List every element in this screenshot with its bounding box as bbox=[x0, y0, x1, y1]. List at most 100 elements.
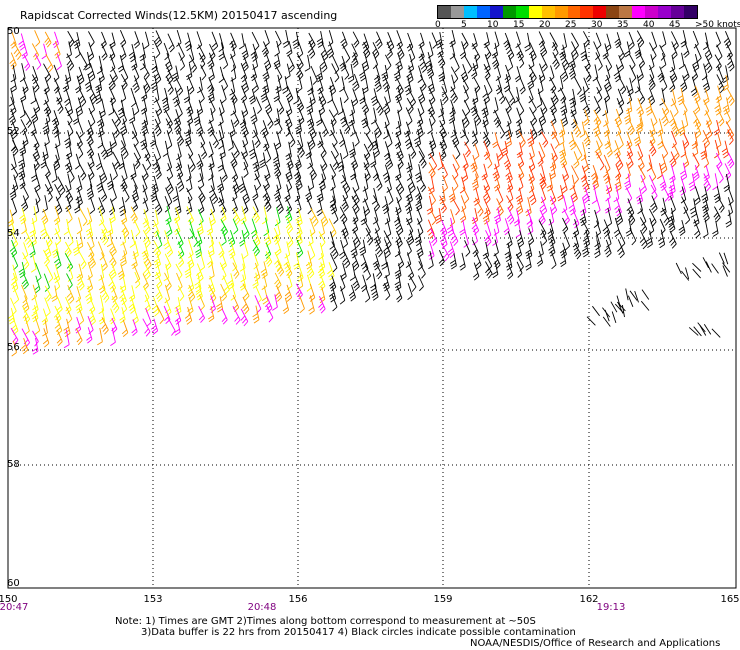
wind-barb bbox=[100, 185, 108, 202]
wind-barb bbox=[646, 154, 653, 172]
wind-barb bbox=[680, 140, 687, 158]
wind-barb bbox=[285, 119, 291, 137]
wind-barb bbox=[20, 119, 28, 136]
wind-barb bbox=[78, 88, 87, 107]
wind-barb bbox=[376, 98, 384, 116]
wind-barb bbox=[156, 305, 165, 325]
wind-barb bbox=[657, 229, 666, 249]
wind-barb bbox=[640, 300, 650, 311]
wind-barb bbox=[661, 141, 669, 159]
wind-barb bbox=[383, 121, 389, 140]
wind-barb bbox=[494, 31, 500, 50]
wind-barb bbox=[317, 131, 324, 149]
wind-barb bbox=[241, 75, 249, 94]
wind-barb bbox=[515, 219, 522, 238]
wind-barb bbox=[195, 283, 203, 301]
wind-barb bbox=[541, 131, 549, 148]
wind-barb bbox=[704, 54, 713, 74]
wind-barb bbox=[54, 250, 62, 270]
wind-barb bbox=[34, 30, 41, 47]
wind-barb bbox=[382, 74, 391, 93]
wind-barb bbox=[452, 197, 460, 216]
wind-barb bbox=[717, 108, 725, 127]
wind-barb bbox=[518, 130, 526, 148]
wind-barb bbox=[460, 64, 469, 83]
wind-barb bbox=[292, 31, 300, 49]
wind-barb bbox=[727, 152, 735, 169]
wind-barb bbox=[150, 318, 159, 335]
wind-barb bbox=[515, 253, 524, 272]
wind-barb bbox=[174, 297, 182, 315]
wind-barb bbox=[614, 197, 622, 217]
wind-barb bbox=[331, 63, 340, 83]
wind-barb bbox=[78, 162, 87, 181]
wind-barb bbox=[713, 206, 721, 223]
wind-barb bbox=[639, 217, 648, 234]
wind-barb bbox=[593, 96, 601, 115]
wind-barb bbox=[274, 162, 282, 179]
wind-barb bbox=[52, 31, 59, 49]
wind-barb bbox=[448, 186, 456, 203]
wind-barb bbox=[360, 274, 368, 292]
wind-barb bbox=[120, 140, 129, 160]
wind-barb bbox=[328, 76, 337, 96]
wind-barb bbox=[692, 268, 701, 279]
wind-barb bbox=[339, 55, 347, 72]
wind-barb bbox=[624, 173, 632, 190]
wind-barb bbox=[53, 154, 61, 171]
wind-barb bbox=[604, 239, 612, 258]
wind-barb bbox=[428, 175, 435, 195]
wind-barb bbox=[56, 53, 62, 71]
wind-barb bbox=[550, 250, 557, 270]
wind-barb bbox=[451, 174, 459, 191]
wind-barb bbox=[462, 186, 470, 204]
wind-barb bbox=[162, 97, 170, 113]
wind-barb bbox=[241, 119, 249, 138]
wind-barb bbox=[617, 54, 625, 73]
wind-barb bbox=[42, 328, 50, 348]
wind-barb bbox=[110, 327, 116, 346]
wind-barb bbox=[295, 118, 302, 135]
wind-barb bbox=[285, 217, 294, 234]
lat-label-54: 54 bbox=[7, 228, 20, 239]
wind-barb bbox=[34, 275, 41, 294]
wind-barb bbox=[627, 295, 634, 307]
wind-barb bbox=[661, 98, 670, 117]
wind-barb bbox=[139, 42, 146, 62]
wind-barb bbox=[297, 263, 304, 282]
wind-barb bbox=[187, 153, 196, 172]
wind-barb bbox=[231, 163, 239, 183]
wind-barb bbox=[637, 64, 644, 81]
wind-barb bbox=[238, 33, 245, 50]
legend-swatch bbox=[567, 6, 581, 18]
wind-barb bbox=[446, 217, 455, 237]
wind-barb bbox=[100, 228, 109, 246]
wind-barb bbox=[97, 129, 104, 149]
wind-barb bbox=[406, 162, 413, 181]
wind-barb bbox=[264, 30, 270, 47]
wind-barb bbox=[341, 220, 349, 239]
wind-barb bbox=[384, 206, 391, 225]
wind-barb bbox=[386, 41, 393, 59]
wind-barb bbox=[167, 33, 175, 53]
legend-swatch bbox=[489, 6, 503, 18]
wind-barb bbox=[427, 186, 436, 206]
wind-barb bbox=[610, 301, 618, 313]
wind-barb bbox=[407, 261, 415, 281]
wind-barb bbox=[493, 109, 502, 128]
wind-barb bbox=[316, 109, 323, 126]
wind-barb bbox=[172, 87, 180, 108]
wind-barb bbox=[162, 140, 169, 157]
wind-barb bbox=[648, 175, 657, 195]
map-title: Rapidscat Corrected Winds(12.5KM) 201504… bbox=[20, 9, 338, 22]
wind-barb bbox=[131, 54, 138, 71]
wind-barb bbox=[573, 151, 580, 169]
wind-barb bbox=[373, 141, 380, 158]
wind-barb bbox=[493, 173, 501, 192]
wind-barb bbox=[539, 196, 548, 216]
wind-barb bbox=[72, 108, 80, 125]
wind-barb bbox=[139, 54, 146, 71]
wind-barb bbox=[186, 187, 193, 204]
wind-barb bbox=[711, 328, 721, 338]
wind-barb bbox=[31, 107, 39, 124]
